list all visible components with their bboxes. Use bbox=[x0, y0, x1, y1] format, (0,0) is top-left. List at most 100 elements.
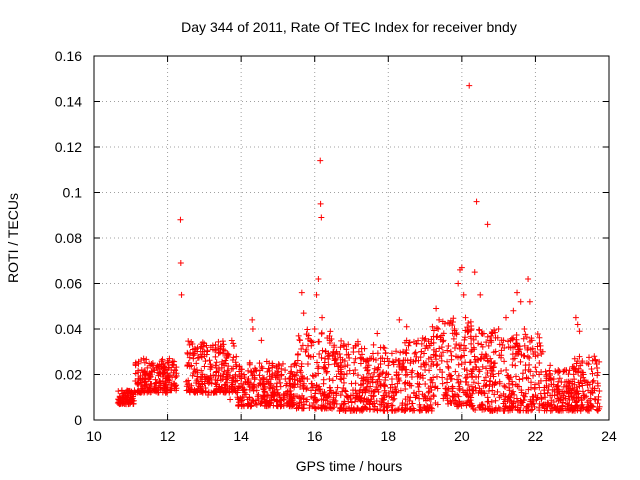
data-point bbox=[418, 363, 425, 370]
data-point bbox=[338, 337, 345, 344]
data-point bbox=[438, 344, 445, 351]
data-point bbox=[478, 351, 485, 358]
data-point bbox=[366, 388, 373, 395]
data-point bbox=[489, 368, 496, 375]
data-point bbox=[569, 407, 576, 414]
data-point bbox=[385, 400, 392, 407]
data-point bbox=[229, 379, 236, 386]
data-point bbox=[415, 388, 422, 395]
y-tick-label: 0.1 bbox=[63, 185, 83, 201]
data-point bbox=[165, 373, 172, 380]
data-point bbox=[377, 401, 384, 408]
data-point bbox=[403, 337, 410, 344]
data-point bbox=[561, 366, 568, 373]
data-point bbox=[193, 360, 200, 367]
data-point bbox=[520, 370, 527, 377]
data-point bbox=[221, 389, 228, 396]
data-point bbox=[363, 358, 370, 365]
data-point bbox=[334, 351, 341, 358]
data-point bbox=[245, 376, 252, 383]
data-point bbox=[521, 326, 528, 332]
data-point bbox=[396, 316, 403, 323]
data-point bbox=[471, 353, 478, 360]
data-point bbox=[304, 396, 311, 403]
data-point bbox=[447, 348, 454, 355]
data-point bbox=[194, 354, 201, 361]
data-point bbox=[452, 368, 459, 375]
data-point bbox=[255, 391, 262, 398]
data-point bbox=[479, 343, 486, 350]
data-point bbox=[526, 354, 533, 361]
data-point bbox=[157, 378, 164, 385]
data-point bbox=[195, 354, 202, 361]
data-point bbox=[154, 369, 161, 376]
y-tick-label: 0.12 bbox=[55, 139, 82, 155]
data-point bbox=[330, 396, 337, 403]
data-point bbox=[297, 369, 304, 376]
data-point bbox=[342, 388, 349, 395]
data-point bbox=[275, 368, 282, 375]
data-point bbox=[580, 371, 587, 378]
data-point bbox=[322, 391, 329, 398]
grid-lines bbox=[94, 56, 609, 420]
data-point bbox=[444, 376, 451, 383]
data-point bbox=[225, 363, 232, 370]
data-point bbox=[569, 380, 576, 387]
data-point bbox=[354, 372, 361, 379]
data-point bbox=[325, 392, 332, 399]
data-point bbox=[305, 332, 312, 339]
data-point bbox=[528, 379, 535, 386]
data-point bbox=[514, 350, 521, 357]
data-point bbox=[392, 356, 399, 363]
data-point bbox=[403, 323, 410, 330]
data-point bbox=[593, 361, 600, 368]
data-point bbox=[407, 394, 414, 401]
data-point bbox=[164, 370, 171, 377]
data-point bbox=[470, 379, 477, 386]
data-point bbox=[385, 371, 392, 378]
data-point bbox=[343, 370, 350, 377]
data-point bbox=[436, 366, 443, 373]
data-point bbox=[166, 355, 173, 362]
data-point bbox=[596, 387, 603, 394]
data-point bbox=[509, 361, 516, 368]
data-point bbox=[379, 355, 386, 362]
data-point bbox=[439, 374, 446, 381]
data-point bbox=[144, 389, 151, 396]
data-point bbox=[333, 401, 340, 408]
data-point bbox=[506, 376, 513, 383]
data-point bbox=[337, 354, 344, 361]
data-point bbox=[512, 373, 519, 380]
data-point bbox=[494, 334, 501, 341]
data-point bbox=[320, 365, 327, 372]
data-point bbox=[337, 392, 344, 399]
data-point bbox=[116, 394, 123, 401]
data-point bbox=[141, 388, 148, 395]
data-point bbox=[341, 363, 348, 370]
data-point bbox=[236, 368, 243, 375]
data-point bbox=[480, 330, 487, 337]
data-point bbox=[430, 392, 437, 399]
data-point bbox=[312, 390, 319, 397]
data-point bbox=[463, 392, 470, 399]
data-point bbox=[366, 355, 373, 362]
data-point bbox=[234, 394, 241, 401]
data-point bbox=[212, 362, 219, 369]
data-point bbox=[514, 289, 521, 296]
data-point bbox=[160, 380, 167, 387]
data-point bbox=[430, 393, 437, 400]
data-point bbox=[235, 403, 242, 410]
data-point bbox=[294, 357, 301, 364]
data-point bbox=[477, 291, 484, 298]
data-point bbox=[573, 391, 580, 398]
data-point bbox=[494, 388, 501, 395]
data-point bbox=[548, 401, 555, 408]
data-point bbox=[228, 337, 235, 344]
data-point bbox=[277, 379, 284, 386]
data-point bbox=[461, 352, 468, 359]
data-point bbox=[311, 326, 318, 332]
data-point bbox=[456, 385, 463, 392]
data-point bbox=[172, 374, 179, 381]
data-point bbox=[465, 320, 472, 327]
data-point bbox=[193, 379, 200, 386]
